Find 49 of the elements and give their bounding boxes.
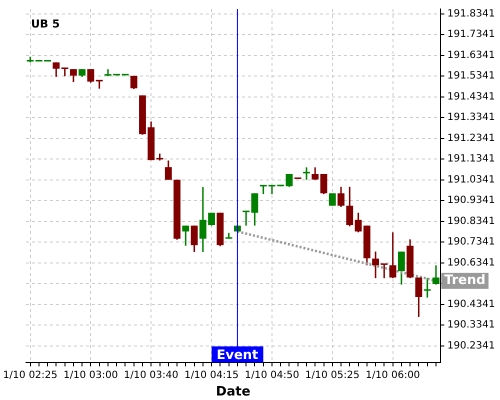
candlestick — [190, 224, 198, 253]
y-tick-label: 191.0341 — [447, 174, 496, 186]
series-label: Trend — [444, 273, 486, 288]
y-tick-label: 191.4341 — [447, 91, 496, 102]
candlestick — [398, 250, 405, 286]
candlestick — [320, 173, 328, 195]
candlestick — [96, 80, 103, 90]
candlestick — [286, 173, 293, 188]
candlestick — [354, 212, 362, 234]
y-tick-label: 190.3341 — [447, 320, 496, 331]
candlestick — [251, 192, 258, 226]
candlestick — [415, 276, 422, 318]
y-tick-label: 191.1341 — [447, 154, 496, 165]
x-axis-title: Date — [216, 384, 251, 400]
candlestick — [70, 68, 77, 83]
y-tick-label: 191.3341 — [447, 112, 496, 124]
y-tick-label: 191.6341 — [447, 50, 496, 61]
candlestick — [182, 224, 190, 247]
y-tick-label: 191.2341 — [447, 132, 496, 144]
text: UB 5 — [30, 17, 60, 30]
x-tick-label: 1/10 06:00 — [366, 370, 420, 381]
y-tick-label: 191.8341 — [447, 8, 496, 20]
y-tick-label: 190.7341 — [447, 236, 496, 248]
candlestick — [338, 186, 344, 208]
candlestick — [424, 277, 431, 298]
y-tick-label: 190.2341 — [447, 340, 496, 352]
annotation: Event — [216, 348, 258, 363]
y-tick-label: 190.9341 — [447, 195, 496, 206]
y-tick-label: 191.7341 — [447, 29, 496, 40]
x-tick-label: 1/10 03:40 — [124, 370, 178, 381]
x-tick-label: 1/10 04:50 — [244, 370, 300, 381]
candlestick — [432, 264, 440, 286]
candlestick — [346, 186, 354, 228]
x-tick-label: 1/10 04:15 — [184, 370, 239, 381]
x-tick-label: 1/10 03:00 — [63, 370, 118, 381]
candlestick — [52, 62, 60, 78]
y-tick-label: 191.5341 — [447, 70, 496, 82]
candlestick — [312, 166, 319, 181]
y-tick-label: 190.6341 — [447, 257, 496, 268]
y-tick-label: 190.4341 — [447, 298, 496, 310]
y-tick-label: 190.8341 — [447, 216, 496, 227]
candlestick — [303, 166, 310, 181]
candlestick — [164, 160, 172, 181]
candlestick — [242, 210, 250, 226]
candlestick — [130, 75, 138, 90]
x-tick-label: 1/10 05:25 — [305, 370, 360, 381]
candlestick — [87, 68, 94, 84]
x-tick-label: 1/10 02:25 — [3, 370, 58, 381]
candlestick — [389, 232, 396, 279]
